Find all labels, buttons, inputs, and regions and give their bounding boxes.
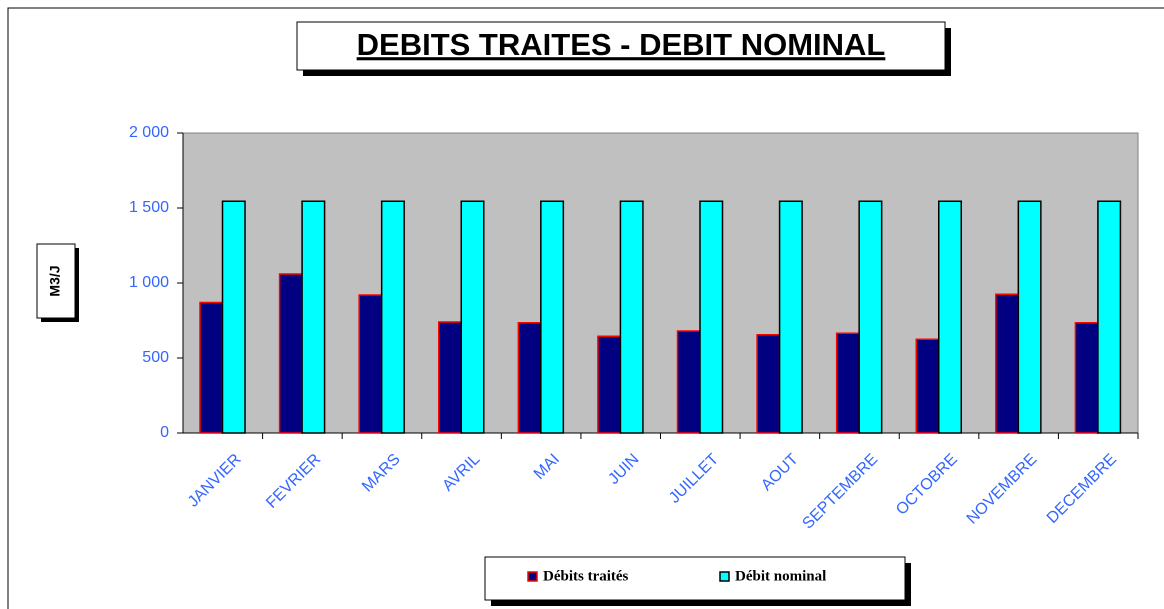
bar <box>460 200 485 434</box>
bar <box>380 200 405 434</box>
legend-label: Débit nominal <box>735 568 826 584</box>
title-box <box>296 21 946 71</box>
y-tick-label: 0 <box>160 424 169 441</box>
bar <box>995 293 1020 434</box>
bar <box>756 334 781 434</box>
bar <box>1074 322 1099 434</box>
bar <box>699 200 724 434</box>
bar <box>619 200 644 434</box>
y-tick-label: 500 <box>142 349 169 366</box>
bar <box>858 200 883 434</box>
bar <box>221 200 246 434</box>
bar <box>517 322 542 434</box>
bar <box>301 200 326 434</box>
bar <box>199 301 224 434</box>
legend-swatch <box>527 571 538 582</box>
y-tick-label: 2 000 <box>129 124 169 141</box>
y-axis-label: M3/J <box>47 265 63 296</box>
plot-area <box>182 132 1139 434</box>
y-tick-label: 1 500 <box>129 199 169 216</box>
bar <box>540 200 565 434</box>
bar <box>938 200 962 434</box>
bar <box>597 335 622 434</box>
bar <box>778 200 803 434</box>
bar <box>835 332 860 434</box>
y-tick-label: 1 000 <box>129 274 169 291</box>
bar <box>358 294 383 434</box>
bar <box>676 330 701 434</box>
chart-title: DEBITS TRAITES - DEBIT NOMINAL <box>357 27 886 62</box>
legend-label: Débits traités <box>543 568 629 584</box>
bar <box>1097 200 1122 434</box>
bar <box>438 321 462 434</box>
legend-box <box>484 556 906 601</box>
legend-swatch <box>719 571 730 582</box>
bar <box>278 273 303 434</box>
y-label-box <box>36 243 76 319</box>
bar <box>1017 200 1042 434</box>
bar <box>915 338 940 434</box>
